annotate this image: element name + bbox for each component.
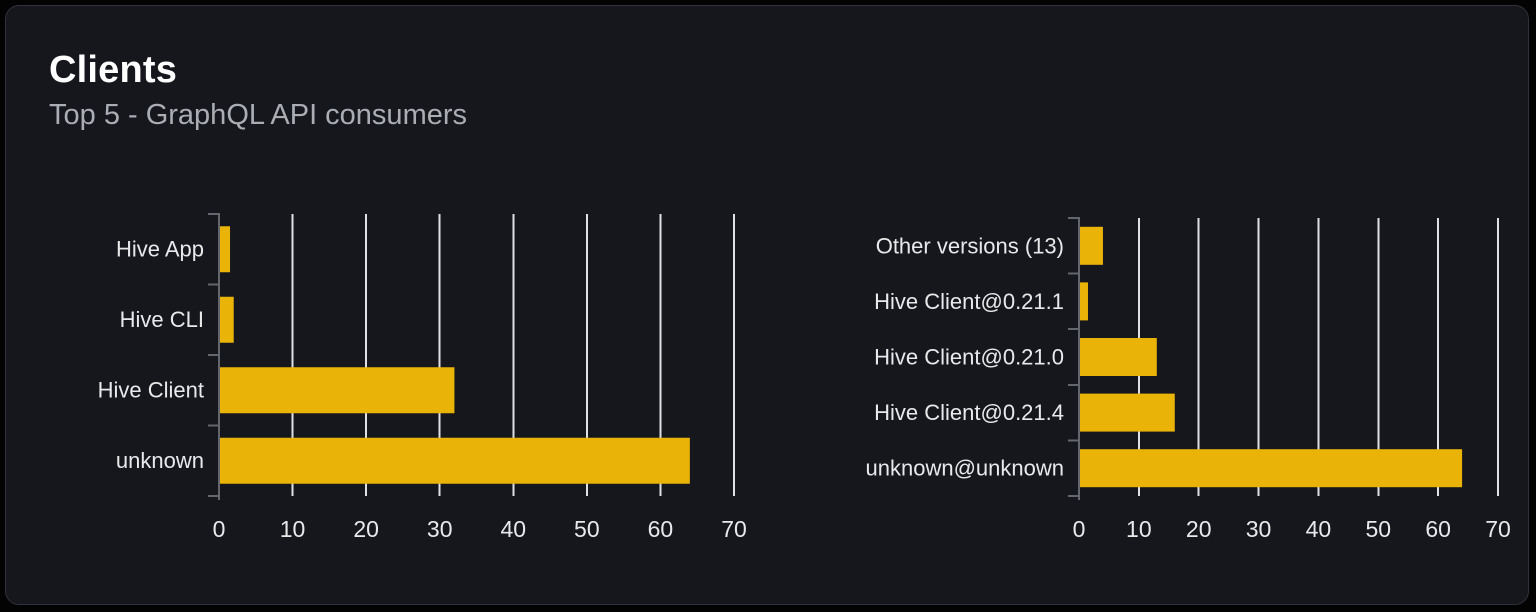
category-label: Other versions (13): [876, 233, 1064, 258]
clients-by-version-chart: 0 10 20 30 40 50 60 70 Other versions (13) Hive C…: [846, 201, 1536, 566]
bar: [220, 437, 690, 484]
clients-card: Clients Top 5 - GraphQL API consumers 0 1…: [5, 5, 1529, 605]
category-label: Hive CLI: [120, 307, 204, 332]
bar: [220, 367, 455, 414]
category-label: Hive Client: [98, 378, 204, 403]
x-axis-tick-label: 50: [1365, 516, 1391, 542]
x-axis-tick-label: 40: [500, 516, 526, 542]
category-label: unknown@unknown: [866, 456, 1064, 481]
category-label: Hive Client@0.21.0: [874, 344, 1064, 369]
bar: [1080, 393, 1175, 432]
bar: [220, 296, 234, 343]
category-label: unknown: [116, 448, 204, 473]
bar-chart-svg: 0 10 20 30 40 50 60 70 Hive App Hive CLI Hive Clie…: [98, 213, 747, 542]
x-axis-tick-label: 60: [1425, 516, 1451, 542]
x-axis-tick-label: 50: [574, 516, 600, 542]
card-title: Clients: [49, 49, 178, 91]
bar: [1080, 226, 1103, 265]
bar: [220, 226, 231, 273]
category-label: Hive App: [116, 237, 204, 262]
x-axis-tick-label: 0: [1073, 516, 1086, 542]
x-axis-tick-label: 30: [427, 516, 453, 542]
bar: [1080, 449, 1463, 488]
category-label: Hive Client@0.21.1: [874, 289, 1064, 314]
x-axis-tick-label: 70: [1485, 516, 1511, 542]
bar: [1080, 338, 1157, 376]
x-axis-tick-label: 10: [280, 516, 306, 542]
x-axis-tick-label: 20: [353, 516, 379, 542]
bar: [1080, 282, 1088, 321]
x-axis-tick-label: 70: [721, 516, 747, 542]
category-label: Hive Client@0.21.4: [874, 400, 1064, 425]
x-axis-tick-label: 0: [213, 516, 226, 542]
x-axis-tick-label: 60: [648, 516, 674, 542]
x-axis-tick-label: 40: [1306, 516, 1332, 542]
x-axis-tick-label: 10: [1126, 516, 1152, 542]
clients-by-name-chart: 0 10 20 30 40 50 60 70 Hive App Hive CLI Hive Clie…: [46, 201, 802, 566]
x-axis-tick-label: 30: [1246, 516, 1272, 542]
x-axis-tick-label: 20: [1186, 516, 1212, 542]
card-subtitle: Top 5 - GraphQL API consumers: [49, 99, 468, 131]
bar-chart-svg: 0 10 20 30 40 50 60 70 Other versions (13) Hive C…: [866, 217, 1511, 542]
